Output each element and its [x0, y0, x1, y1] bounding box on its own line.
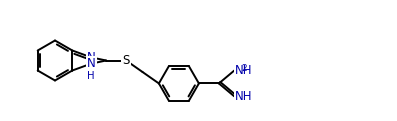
- Text: N: N: [87, 57, 96, 70]
- Text: 2: 2: [241, 64, 247, 73]
- Text: NH: NH: [235, 64, 253, 77]
- Text: N: N: [87, 51, 96, 64]
- Text: H: H: [87, 71, 94, 81]
- Text: NH: NH: [235, 90, 253, 103]
- Text: S: S: [122, 54, 130, 67]
